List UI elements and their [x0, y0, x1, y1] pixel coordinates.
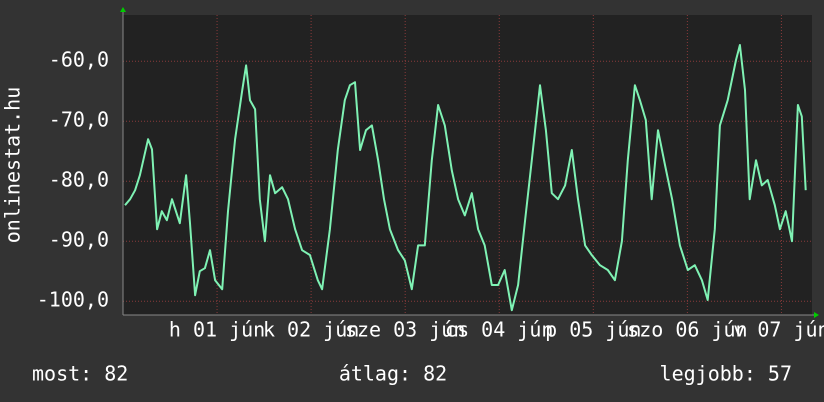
x-tick-label: p 05 jún [545, 318, 641, 342]
y-tick-label: -90,0 [49, 228, 109, 252]
series-line [124, 44, 807, 312]
axis-arrow [814, 312, 819, 318]
plot-area [123, 15, 812, 315]
x-tick-label: cs 04 jún [445, 318, 553, 342]
y-axis-label: onlinestat.hu [1, 87, 25, 244]
x-tick-label: h 01 jún [169, 318, 265, 342]
y-tick-label: -60,0 [49, 48, 109, 72]
x-tick-label: sze 03 jún [345, 318, 465, 342]
stat-average: átlag: 82 [339, 362, 447, 386]
y-tick-label: -100,0 [37, 288, 109, 312]
x-tick-label: szo 06 jún [627, 318, 747, 342]
stat-current: most: 82 [32, 362, 128, 386]
y-tick-label: -80,0 [49, 168, 109, 192]
x-tick-label: k 02 jún [263, 318, 359, 342]
axis-arrow [120, 7, 126, 12]
y-tick-label: -70,0 [49, 108, 109, 132]
stat-best: legjobb: 57 [660, 362, 792, 386]
x-tick-label: v 07 jún [733, 318, 824, 342]
